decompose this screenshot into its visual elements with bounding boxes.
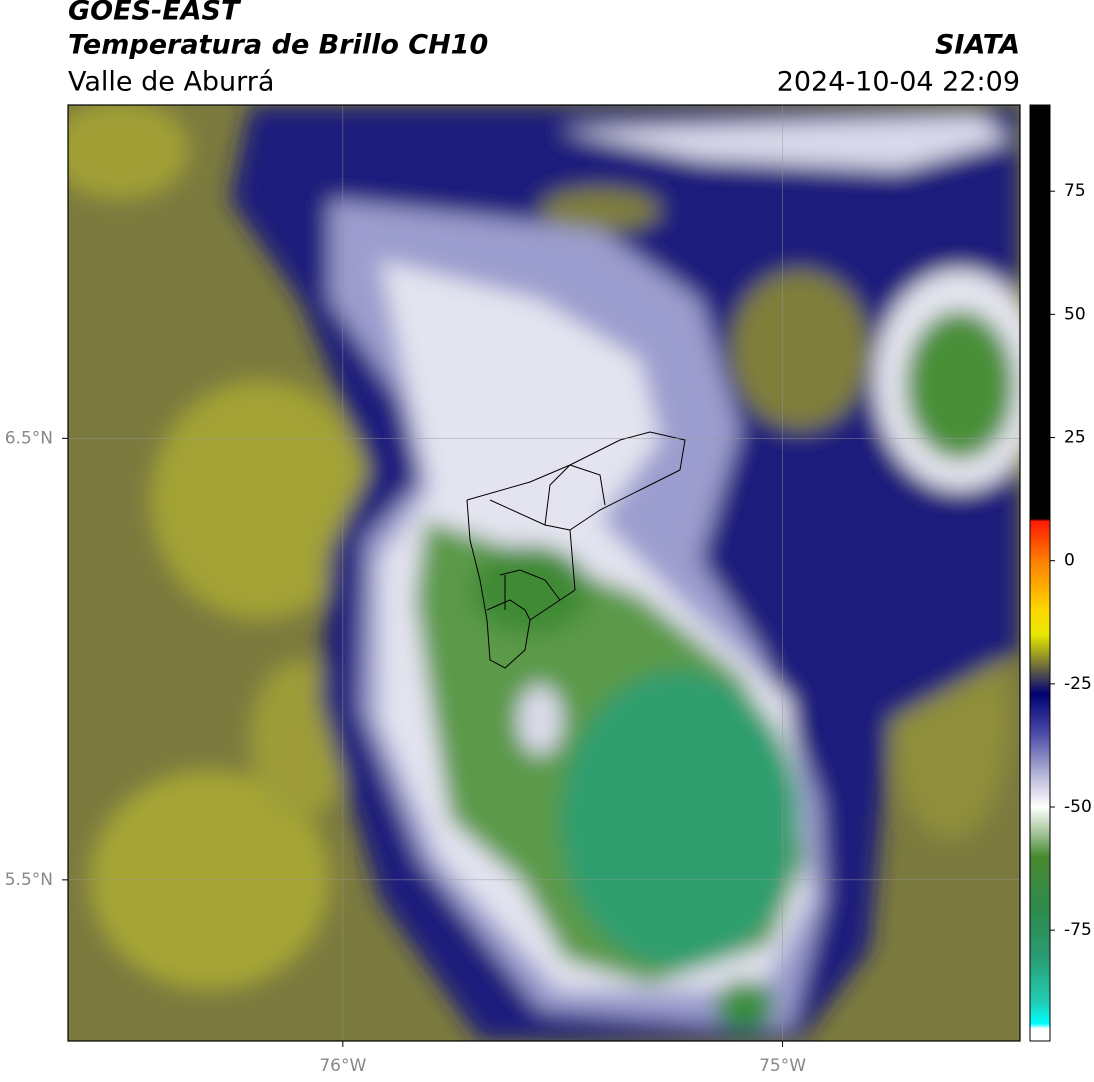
datetime: 2024-10-04 22:09 — [777, 67, 1020, 98]
colorbar-tick-label: 25 — [1064, 428, 1086, 448]
colorbar-tick-label: 0 — [1064, 551, 1075, 571]
x-tick-label: 76°W — [319, 1056, 366, 1076]
title: GOES-EAST — [68, 0, 242, 27]
y-tick-label: 6.5°N — [5, 428, 53, 448]
municipal-boundaries — [466, 431, 686, 669]
map-frame — [67, 104, 1021, 1042]
colorbar-tick-label: -50 — [1064, 797, 1092, 817]
y-tick-label: 5.5°N — [5, 870, 53, 890]
x-tick-label: 75°W — [759, 1056, 806, 1076]
colorbar-tick-label: 50 — [1064, 304, 1086, 324]
colorbar-tick-label: -75 — [1064, 920, 1092, 940]
region: Valle de Aburrá — [68, 67, 274, 98]
source: SIATA — [935, 30, 1020, 61]
colorbar-tick-label: 75 — [1064, 181, 1086, 201]
colorbar-tick-label: -25 — [1064, 674, 1092, 694]
subtitle: Temperatura de Brillo CH10 — [68, 30, 488, 61]
satellite-image — [68, 105, 1020, 1041]
grid — [68, 105, 1020, 1041]
colorbar — [1029, 104, 1051, 1042]
